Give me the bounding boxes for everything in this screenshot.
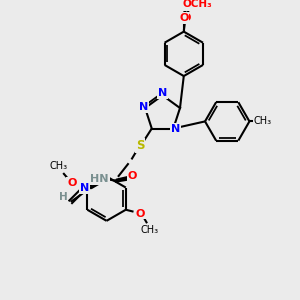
Text: O: O — [179, 13, 188, 23]
Text: CH₃: CH₃ — [141, 225, 159, 235]
Text: HN: HN — [90, 174, 109, 184]
Text: N: N — [158, 88, 167, 98]
Text: N: N — [171, 124, 180, 134]
Text: O: O — [182, 13, 191, 23]
Text: N: N — [80, 183, 89, 194]
Text: O: O — [128, 171, 137, 181]
Text: N: N — [139, 102, 148, 112]
Text: S: S — [136, 140, 144, 152]
Text: O: O — [136, 208, 145, 219]
Text: CH₃: CH₃ — [182, 1, 200, 10]
Text: O: O — [67, 178, 76, 188]
Text: CH₃: CH₃ — [49, 161, 68, 171]
Text: OCH₃: OCH₃ — [182, 0, 212, 9]
Text: H: H — [58, 192, 67, 202]
Text: CH₃: CH₃ — [254, 116, 272, 126]
